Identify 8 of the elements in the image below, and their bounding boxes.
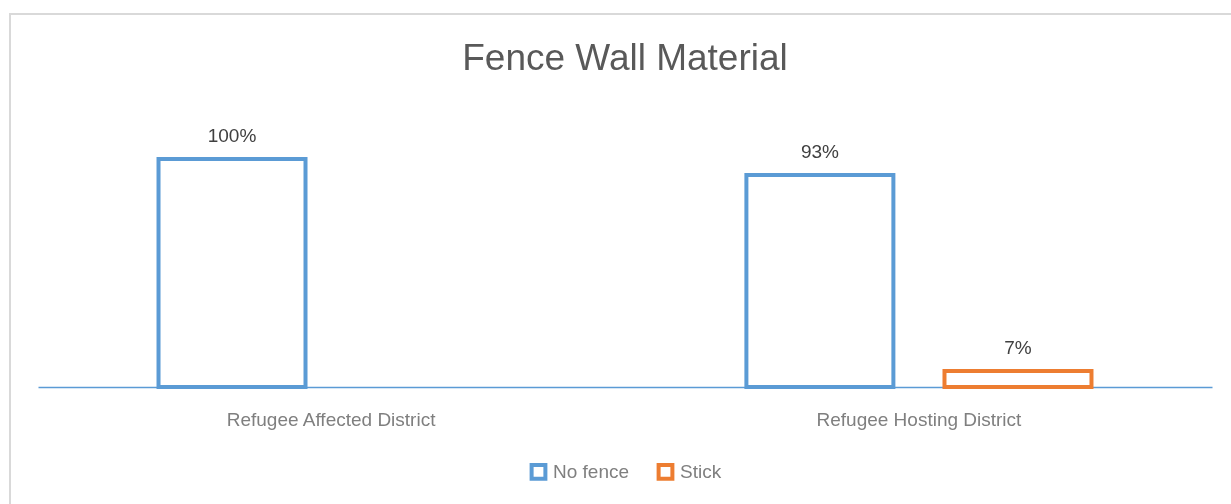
data-label: 7% xyxy=(1004,337,1032,359)
x-tick-label: Refugee Affected District xyxy=(226,408,437,430)
x-tick-label: Refugee Hosting District xyxy=(816,408,1023,430)
data-label: 93% xyxy=(800,140,840,162)
chart-title: Fence Wall Material xyxy=(462,37,788,78)
legend-label: No fence xyxy=(553,460,630,482)
legend-label: Stick xyxy=(680,460,722,482)
data-label: 100% xyxy=(207,125,257,146)
